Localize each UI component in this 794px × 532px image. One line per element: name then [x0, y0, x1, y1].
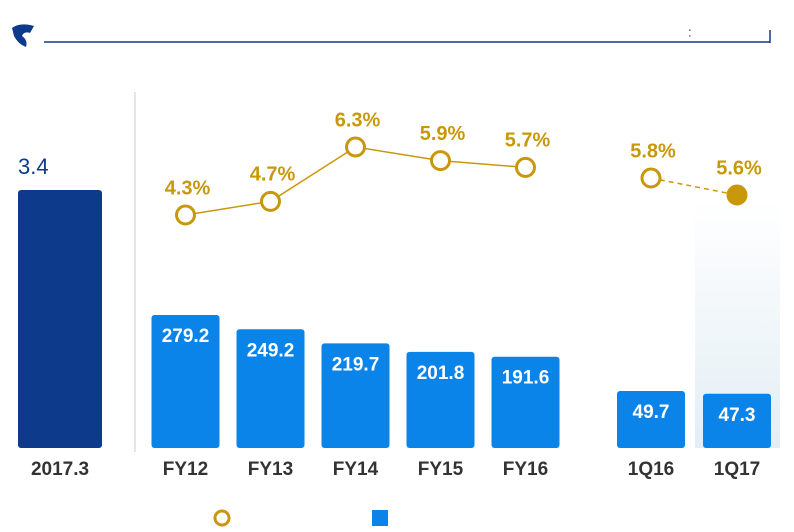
- bar-value-label: 201.8: [417, 363, 465, 384]
- bar: [406, 351, 475, 448]
- x-tick-label: 1Q16: [628, 459, 674, 480]
- line-value-label: 5.8%: [630, 140, 676, 162]
- bar-value-label: 249.2: [247, 340, 295, 361]
- line-marker: [726, 184, 748, 206]
- bar: [491, 356, 560, 448]
- line-value-label: 5.7%: [505, 130, 551, 152]
- line-marker: [430, 150, 451, 172]
- bar-value-label: 47.3: [719, 405, 756, 426]
- line-marker: [345, 136, 366, 158]
- bar: [703, 393, 771, 448]
- x-tick-label: FY15: [418, 459, 464, 480]
- legend-marker-bar: [372, 510, 388, 526]
- bar-value-label: 49.7: [633, 402, 670, 423]
- line-marker: [260, 190, 281, 212]
- bar: [236, 329, 305, 448]
- bar-value-label: 219.7: [332, 354, 380, 375]
- line-value-label: 4.7%: [250, 164, 296, 186]
- line-value-label: 5.9%: [420, 123, 466, 145]
- line-marker: [640, 167, 662, 189]
- bar-value-label: 3.4: [18, 154, 49, 179]
- bar: [321, 343, 390, 448]
- line-value-label: 6.3%: [335, 109, 381, 131]
- line-marker: [515, 156, 536, 178]
- line: [650, 177, 738, 196]
- x-tick-label: 2017.3: [31, 459, 89, 480]
- bar: [617, 391, 685, 448]
- logo: [12, 24, 34, 47]
- line-marker: [175, 204, 196, 226]
- x-tick-label: FY12: [163, 459, 208, 480]
- line-value-label: 5.6%: [716, 157, 762, 179]
- bar: [151, 315, 220, 448]
- x-tick-label: FY13: [248, 459, 293, 480]
- bar: [18, 190, 102, 448]
- header-text: :: [688, 24, 692, 39]
- x-tick-label: FY14: [333, 459, 379, 480]
- x-tick-label: FY16: [503, 459, 548, 480]
- line-value-label: 4.3%: [165, 177, 211, 199]
- bar-value-label: 279.2: [162, 326, 210, 347]
- bar-value-label: 191.6: [502, 368, 550, 389]
- x-tick-label: 1Q17: [714, 459, 760, 480]
- legend-marker-line: [213, 509, 231, 527]
